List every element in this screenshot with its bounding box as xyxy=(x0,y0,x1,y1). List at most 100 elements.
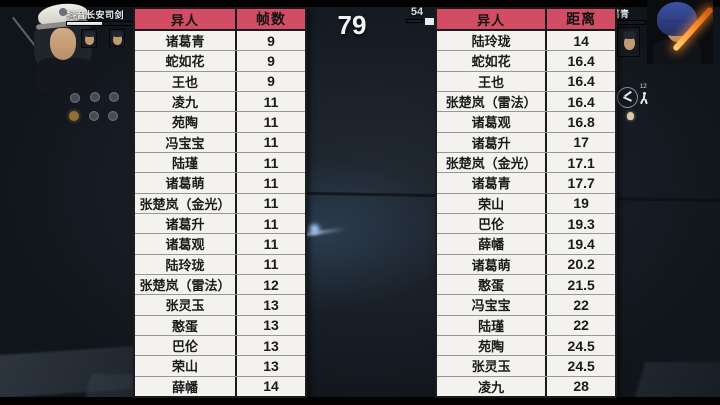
cell-value: 17.1 xyxy=(567,154,595,171)
cell-name: 陆玲珑 xyxy=(135,254,237,274)
letterbox-bottom xyxy=(0,397,720,405)
cell-value: 11 xyxy=(263,93,279,110)
frames-table-body: 诸葛青 9 蛇如花 9 王也 9 凌九 11 苑陶 11 冯宝宝 11 陆瑾 11 诸葛萌 11 张楚岚（金光）… xyxy=(135,31,305,396)
cell-value: 13 xyxy=(263,296,279,313)
cell-name: 张楚岚（金光） xyxy=(135,193,237,213)
cell-value: 24.5 xyxy=(567,357,595,374)
frames-table-header: 异人 帧数 xyxy=(135,9,305,31)
cell-name: 蛇如花 xyxy=(437,51,548,71)
cell-value: 11 xyxy=(263,154,279,171)
table-row: 王也 9 xyxy=(135,70,305,91)
table-row: 陆玲珑 11 xyxy=(135,253,305,274)
frames-table: 异人 帧数 诸葛青 9 蛇如花 9 王也 9 凌九 11 苑陶 11 冯宝宝 11 陆瑾 11 诸葛萌 11 张… xyxy=(133,7,307,398)
leap-action-icon[interactable] xyxy=(617,87,638,108)
hand-indicator-icon xyxy=(627,112,634,120)
distance-table-body: 陆玲珑 14 蛇如花 16.4 王也 16.4 张楚岚（雷法） 16.4 诸葛观 16.8 诸葛升 1… xyxy=(437,31,615,396)
cell-name: 薛幡 xyxy=(135,376,237,396)
table-row: 冯宝宝 22 xyxy=(437,294,615,315)
cell-name: 诸葛观 xyxy=(135,234,237,254)
table-row: 薛幡 14 xyxy=(135,375,305,396)
cell-value: 11 xyxy=(263,174,279,191)
action-glyph xyxy=(622,96,633,102)
table-row: 薛幡 19.4 xyxy=(437,233,615,254)
table-row: 苑陶 24.5 xyxy=(437,334,615,356)
table-row: 张灵玉 13 xyxy=(135,294,305,315)
table-row: 诸葛萌 20.2 xyxy=(437,253,615,274)
cell-name: 薛幡 xyxy=(437,234,548,254)
cell-value: 19 xyxy=(573,195,589,212)
table-row: 巴伦 13 xyxy=(135,334,305,356)
cell-name: 冯宝宝 xyxy=(437,295,548,315)
cell-name: 诸葛萌 xyxy=(135,173,237,193)
cell-name: 冯宝宝 xyxy=(135,132,237,152)
cell-value: 16.8 xyxy=(567,113,595,130)
character-count-icon xyxy=(639,92,649,105)
cell-value: 11 xyxy=(263,235,279,252)
cell-value: 13 xyxy=(263,317,279,334)
cell-value: 24.5 xyxy=(567,337,595,354)
table-row: 凌九 11 xyxy=(135,90,305,112)
cell-value: 16.4 xyxy=(567,73,595,90)
cell-name: 凌九 xyxy=(437,376,548,396)
cell-name: 憨蛋 xyxy=(437,274,548,295)
table-row: 张楚岚（金光） 11 xyxy=(135,192,305,213)
cell-name: 陆瑾 xyxy=(135,152,237,173)
distance-header-value: 距离 xyxy=(566,11,597,27)
cell-name: 憨蛋 xyxy=(135,315,237,335)
cell-name: 苑陶 xyxy=(437,335,548,356)
cell-value: 19.4 xyxy=(567,235,595,252)
cell-value: 9 xyxy=(267,32,275,49)
cell-name: 荣山 xyxy=(437,193,548,213)
frames-header-name: 异人 xyxy=(135,9,237,29)
cell-name: 王也 xyxy=(437,71,548,91)
cell-name: 诸葛升 xyxy=(437,132,548,152)
buff-icon xyxy=(70,93,80,103)
player-hp-bar xyxy=(66,21,136,26)
cell-value: 21.5 xyxy=(567,276,595,293)
table-row: 苑陶 11 xyxy=(135,111,305,132)
table-row: 诸葛观 16.8 xyxy=(437,111,615,132)
cap-emblem-icon xyxy=(59,8,67,16)
cell-value: 16.4 xyxy=(567,52,595,69)
table-row: 诸葛升 11 xyxy=(135,212,305,234)
table-row: 蛇如花 16.4 xyxy=(437,50,615,71)
cell-name: 巴伦 xyxy=(437,213,548,234)
table-row: 诸葛青 9 xyxy=(135,31,305,51)
cell-value: 12 xyxy=(263,276,279,293)
light-flare xyxy=(306,224,322,234)
buff-icon-active xyxy=(69,111,79,121)
cell-name: 张灵玉 xyxy=(135,295,237,315)
table-row: 憨蛋 13 xyxy=(135,314,305,335)
cell-name: 王也 xyxy=(135,71,237,91)
cell-name: 诸葛青 xyxy=(135,31,237,51)
table-row: 诸葛萌 11 xyxy=(135,172,305,193)
cell-name: 荣山 xyxy=(135,356,237,376)
table-row: 荣山 19 xyxy=(437,192,615,213)
table-row: 张楚岚（雷法） 16.4 xyxy=(437,90,615,112)
player-name: 抖音长安司剑 xyxy=(67,10,125,20)
avatar-face xyxy=(113,34,122,45)
cell-value: 28 xyxy=(573,378,589,395)
cell-name: 苑陶 xyxy=(135,112,237,132)
table-row: 荣山 13 xyxy=(135,355,305,376)
table-row: 陆玲珑 14 xyxy=(437,31,615,51)
cell-name: 巴伦 xyxy=(135,335,237,356)
cell-name: 张灵玉 xyxy=(437,356,548,376)
cell-value: 9 xyxy=(267,73,275,90)
counter-main: 79 xyxy=(337,10,367,40)
table-row: 诸葛青 17.7 xyxy=(437,172,615,193)
cell-value: 9 xyxy=(267,52,275,69)
buff-icon xyxy=(89,111,99,121)
cell-value: 22 xyxy=(573,296,589,313)
counter-secondary: 54 xyxy=(410,6,424,18)
cell-name: 张楚岚（金光） xyxy=(437,152,548,173)
cell-name: 张楚岚（雷法） xyxy=(437,91,548,112)
enemy-portrait xyxy=(647,0,713,64)
avatar-hair xyxy=(112,31,123,37)
table-row: 张楚岚（金光） 17.1 xyxy=(437,151,615,173)
teammate-avatar-1 xyxy=(81,29,97,48)
counter-bar xyxy=(406,19,423,23)
cell-value: 11 xyxy=(263,195,279,212)
distance-table-header: 异人 距离 xyxy=(437,9,615,31)
avatar-face xyxy=(85,34,94,45)
